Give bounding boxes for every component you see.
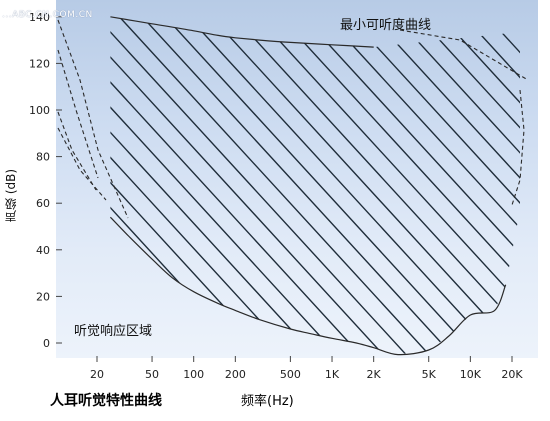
hatch-line-8 bbox=[110, 16, 435, 355]
dashed-boundary-2 bbox=[57, 111, 97, 191]
x-tick-500: 500 bbox=[280, 368, 301, 381]
hatch-line-19 bbox=[356, 16, 521, 355]
y-tick-120: 120 bbox=[29, 57, 50, 70]
hatch-line-4 bbox=[110, 16, 343, 355]
hatch-line-3 bbox=[110, 16, 320, 355]
threshold-curve bbox=[109, 216, 507, 356]
hatch-line-23 bbox=[448, 16, 521, 355]
x-tick-200: 200 bbox=[225, 368, 246, 381]
hatch-line-0 bbox=[110, 16, 251, 355]
hatch-line-2 bbox=[110, 16, 297, 355]
hatch-line-26 bbox=[517, 16, 521, 355]
hatch-line-10 bbox=[149, 16, 481, 355]
dashed-boundary-4 bbox=[399, 29, 529, 81]
y-axis: 0 20 40 60 80 100 120 140 bbox=[29, 11, 62, 350]
x-tick-100: 100 bbox=[183, 368, 204, 381]
dashed-boundary-1 bbox=[57, 49, 99, 179]
x-tick-20K: 20K bbox=[501, 368, 523, 381]
figure-title: 人耳听觉特性曲线 bbox=[50, 393, 162, 409]
dashed-boundary-0 bbox=[57, 19, 129, 219]
hatch-line-11 bbox=[172, 16, 504, 355]
dashed-boundaries bbox=[57, 19, 529, 219]
hatch-line-25 bbox=[494, 16, 521, 355]
hatch-line-1 bbox=[110, 16, 274, 355]
hatch-line-14 bbox=[241, 16, 521, 355]
x-axis-title: 频率(Hz) bbox=[241, 394, 294, 409]
hatch-line-27 bbox=[541, 0, 550, 360]
hatch-line-6 bbox=[110, 16, 389, 355]
x-axis: 20 50 100 200 500 1K 2K 5K 10K 20K bbox=[90, 356, 523, 381]
x-tick-1K: 1K bbox=[325, 368, 340, 381]
hatch-line-5 bbox=[110, 16, 366, 355]
hatch-area bbox=[110, 0, 550, 360]
y-tick-40: 40 bbox=[36, 244, 50, 257]
dashed-boundary-3 bbox=[57, 127, 107, 201]
hatch-line-18 bbox=[333, 16, 521, 355]
hatch-line-20 bbox=[379, 16, 521, 355]
hatch-line-12 bbox=[195, 16, 521, 355]
top-curve-label: 最小可听度曲线 bbox=[340, 18, 432, 33]
y-tick-140: 140 bbox=[29, 11, 50, 24]
hatch-line-17 bbox=[310, 16, 521, 355]
hatch-line-16 bbox=[287, 16, 521, 355]
dashed-boundary-5 bbox=[511, 89, 525, 206]
y-tick-80: 80 bbox=[36, 151, 50, 164]
hatch-line-7 bbox=[110, 16, 412, 355]
y-tick-0: 0 bbox=[43, 337, 50, 350]
region-label: 听觉响应区域 bbox=[74, 324, 153, 339]
y-tick-20: 20 bbox=[36, 290, 50, 303]
hatch-line-15 bbox=[264, 16, 521, 355]
hatch-line-21 bbox=[402, 16, 521, 355]
x-tick-5K: 5K bbox=[422, 368, 437, 381]
y-tick-100: 100 bbox=[29, 104, 50, 117]
upper-boundary-curve bbox=[110, 16, 374, 48]
watermark: ...ABC.CN.COM.CN bbox=[2, 10, 93, 20]
hatch-line-9 bbox=[126, 16, 458, 355]
x-tick-20: 20 bbox=[90, 368, 104, 381]
hatch-line-22 bbox=[425, 16, 521, 355]
x-tick-10K: 10K bbox=[460, 368, 482, 381]
y-axis-title: 声级 (dB) bbox=[4, 168, 18, 222]
y-tick-60: 60 bbox=[36, 197, 50, 210]
hatch-line-13 bbox=[218, 16, 521, 355]
x-tick-2K: 2K bbox=[367, 368, 382, 381]
hatch-line-24 bbox=[471, 16, 521, 355]
x-tick-50: 50 bbox=[145, 368, 159, 381]
